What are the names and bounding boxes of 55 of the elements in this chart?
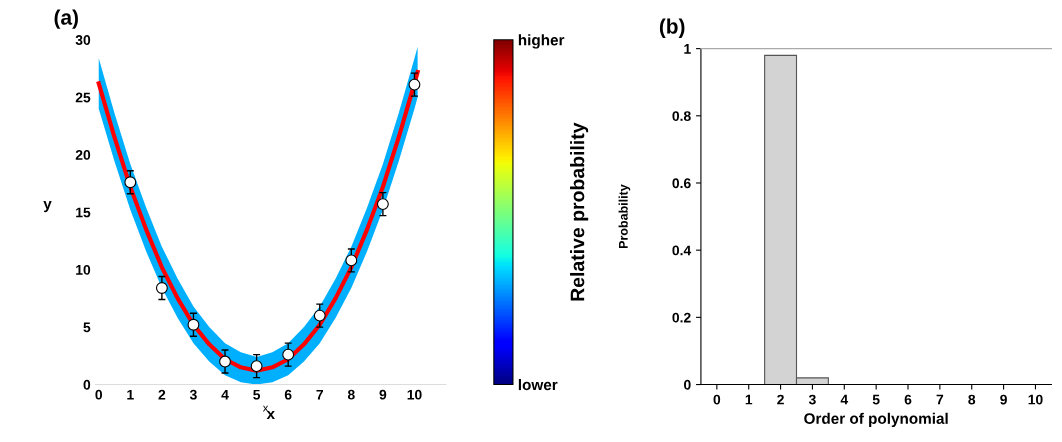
x-tick-label: 2 bbox=[158, 389, 166, 400]
x-tick-label: 5 bbox=[253, 389, 261, 400]
x-tick-label: 10 bbox=[1028, 394, 1043, 405]
point bbox=[376, 198, 389, 211]
y-tick-label: 0 bbox=[83, 379, 91, 390]
x-tick-label: 6 bbox=[284, 389, 292, 400]
x-axis-title: x bbox=[266, 410, 275, 419]
x-tick-label: 7 bbox=[316, 389, 323, 400]
x-tick-label: 4 bbox=[840, 394, 849, 405]
y-tick-label: 5 bbox=[83, 322, 91, 333]
point bbox=[408, 78, 421, 91]
chart-title: (b) bbox=[659, 18, 685, 38]
point bbox=[250, 360, 263, 373]
x-tick-label: 2 bbox=[777, 394, 784, 405]
y-tick-label: 10 bbox=[76, 264, 91, 275]
y-tick-label: 1 bbox=[684, 44, 691, 54]
x-tick-label: 9 bbox=[379, 389, 387, 400]
point bbox=[345, 254, 358, 267]
y-tick-label: 0.8 bbox=[672, 111, 691, 121]
y-tick-label: 25 bbox=[75, 92, 91, 103]
x-axis-title: Order of polynomial bbox=[804, 412, 948, 428]
point bbox=[155, 282, 168, 294]
color-bar-title: Relative probability bbox=[570, 122, 589, 301]
y-axis-title: Probability bbox=[618, 184, 631, 249]
y-tick-label: 20 bbox=[75, 150, 91, 160]
y-tick-label: 0.4 bbox=[672, 245, 692, 256]
y-tick-label: 30 bbox=[75, 35, 91, 45]
color-bar-label: higher bbox=[518, 34, 565, 49]
x-tick-label: 5 bbox=[872, 394, 880, 405]
x-tick-label: 1 bbox=[127, 389, 134, 400]
y-tick-label: 0.6 bbox=[672, 178, 691, 189]
x-tick-label: 4 bbox=[221, 389, 229, 400]
x-tick-label: 8 bbox=[968, 394, 976, 405]
x-tick-label: 10 bbox=[407, 389, 422, 400]
text: x bbox=[262, 405, 269, 412]
x-tick-label: 1 bbox=[745, 394, 753, 405]
x-tick-label: 6 bbox=[904, 394, 912, 405]
x-tick-label: 0 bbox=[95, 389, 103, 400]
x-tick-label: 0 bbox=[713, 394, 721, 405]
x-tick-label: 7 bbox=[936, 394, 944, 405]
y-tick-label: 0.2 bbox=[672, 312, 691, 323]
point bbox=[187, 318, 200, 331]
point bbox=[313, 309, 326, 322]
point bbox=[282, 348, 295, 361]
y-tick-label: 15 bbox=[76, 207, 91, 218]
y-tick-label: 0 bbox=[684, 379, 691, 390]
point bbox=[124, 176, 137, 189]
x-tick-label: 3 bbox=[808, 394, 816, 405]
chart-title: (a) bbox=[54, 9, 78, 29]
x-tick-label: 8 bbox=[347, 389, 355, 400]
y-axis-title: y bbox=[43, 200, 52, 213]
color-bar-label: lower bbox=[518, 379, 558, 391]
point bbox=[219, 355, 231, 368]
x-tick-label: 3 bbox=[189, 389, 197, 400]
x-tick-label: 9 bbox=[1000, 394, 1007, 405]
